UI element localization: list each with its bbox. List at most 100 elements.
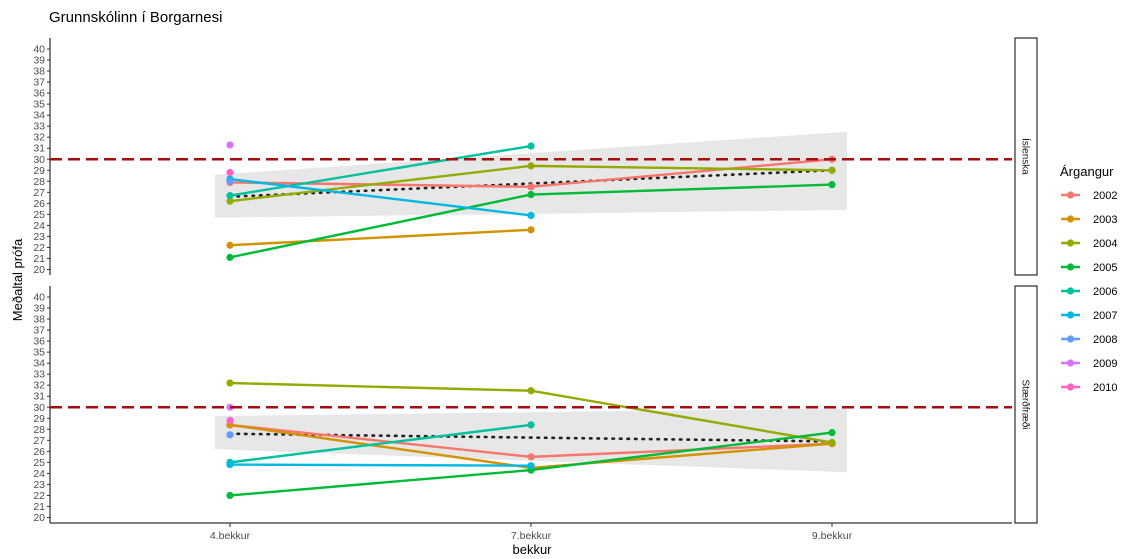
panel-2-y-tick-label: 31: [33, 391, 45, 403]
panel-1-point-2005: [226, 253, 234, 261]
x-tick-label: 7.bekkur: [511, 530, 552, 542]
panel-1-y-tick-label: 26: [33, 198, 45, 210]
panel-1-y-tick-label: 27: [33, 187, 45, 199]
legend-label: 2010: [1093, 382, 1117, 394]
panel-1-series-line-2003: [229, 228, 532, 247]
legend-label: 2004: [1093, 238, 1117, 250]
panel-1-y-tick-label: 37: [33, 77, 45, 89]
legend-key-point: [1066, 359, 1075, 367]
legend-label: 2003: [1093, 214, 1117, 226]
panel-2-series-line-2007: [229, 463, 532, 467]
legend-key-point: [1066, 287, 1075, 295]
panel-1-y-tick-label: 30: [33, 154, 45, 166]
panel-1-point-2006: [527, 142, 535, 150]
panel-1-y-tick-label: 23: [33, 231, 45, 243]
panel-1-strip: [1014, 37, 1038, 276]
panel-1-y-tick-label: 33: [33, 121, 45, 133]
panel-2-y-tick-label: 33: [33, 369, 45, 381]
panel-2-point-2002: [527, 453, 535, 461]
panel-1-point-2009: [226, 141, 234, 149]
legend-item-2007: 2007: [1061, 310, 1117, 322]
legend-item-2006: 2006: [1061, 286, 1117, 298]
panel-2-strip-label: Stærðfræði: [1020, 379, 1032, 429]
y-axis-title: Meðaltal prófa: [10, 238, 25, 321]
panel-2-point-2005: [828, 429, 836, 437]
panel-1-point-2010: [226, 168, 234, 177]
legend-key-point: [1066, 263, 1075, 271]
panel-1-y-tick-label: 29: [33, 165, 45, 177]
panel-2-trend-line: [228, 432, 834, 443]
panel-2-strip: [1014, 285, 1038, 524]
panel-2-series-line-2006: [229, 423, 532, 464]
panel-2-point-2004: [527, 387, 535, 395]
panel-1-point-2004: [527, 162, 535, 170]
panel-1-y-tick-label: 39: [33, 55, 45, 67]
panel-1-y-tick-label: 38: [33, 66, 45, 78]
panel-1-y-tick-label: 31: [33, 143, 45, 155]
panel-2-y-tick-label: 32: [33, 380, 45, 392]
panel-2-y-tick-label: 27: [33, 435, 45, 447]
panel-2-point-2007: [226, 460, 234, 469]
panel-1-y-tick-label: 40: [33, 44, 45, 56]
panel-2-y-tick-label: 21: [33, 501, 45, 513]
legend-key-point: [1066, 335, 1075, 343]
panel-2-y-tick-label: 36: [33, 336, 45, 348]
panel-1-point-2003: [527, 226, 535, 234]
panel-1: 2021222324252627282930313233343536373839…: [33, 37, 1038, 276]
panel-1-point-2002: [527, 183, 535, 191]
panel-1-y-tick-label: 35: [33, 99, 45, 111]
panels-layer: 2021222324252627282930313233343536373839…: [33, 37, 1038, 542]
panel-1-y-tick-label: 24: [33, 220, 45, 232]
panel-2-point-2005: [226, 491, 234, 500]
panel-2-point-2007: [527, 462, 535, 470]
legend-label: 2007: [1093, 310, 1117, 322]
panel-1-y-tick-label: 22: [33, 242, 45, 254]
legend-item-2010: 2010: [1061, 382, 1117, 394]
panel-1-point-2007: [527, 211, 535, 220]
legend-label: 2009: [1093, 358, 1117, 370]
legend-key-point: [1066, 215, 1075, 223]
panel-1-point-2006: [226, 192, 234, 200]
panel-1-point-2004: [828, 166, 836, 174]
panel-1-strip-label: Íslenska: [1020, 138, 1033, 175]
panel-2-y-tick-label: 23: [33, 479, 45, 491]
legend-label: 2005: [1093, 262, 1117, 274]
legend-title: Árgangur: [1060, 164, 1114, 179]
legend-item-2008: 2008: [1061, 334, 1117, 346]
panel-2-y-tick-label: 20: [33, 512, 45, 524]
panel-1-y-tick-label: 34: [33, 110, 45, 122]
panel-2-y-tick-label: 37: [33, 325, 45, 337]
panel-1-point-2003: [226, 241, 234, 249]
panel-2-point-2010: [226, 416, 234, 425]
panel-2-y-tick-label: 28: [33, 424, 45, 436]
legend-label: 2006: [1093, 286, 1117, 298]
x-tick-label: 4.bekkur: [210, 530, 251, 542]
panel-1-y-tick-label: 32: [33, 132, 45, 144]
panel-1-point-2004: [226, 197, 234, 205]
panel-2-point-2006: [527, 421, 535, 429]
panel-2-y-tick-label: 34: [33, 358, 45, 370]
panel-2-y-tick-label: 35: [33, 347, 45, 359]
panel-1-series-line-2006: [229, 144, 532, 197]
panel-1-y-tick-label: 21: [33, 253, 45, 265]
legend-item-2004: 2004: [1061, 238, 1117, 250]
panel-2-y-tick-label: 26: [33, 446, 45, 458]
panel-1-y-tick-label: 25: [33, 209, 45, 221]
panel-1-y-tick-label: 36: [33, 88, 45, 100]
legend: Árgangur 2002 2003 2004 2005 2006 2007 2008 2009…: [1060, 164, 1117, 394]
legend-label: 2008: [1093, 334, 1117, 346]
legend-key-point: [1066, 383, 1075, 391]
legend-label: 2002: [1093, 190, 1117, 202]
legend-item-2002: 2002: [1061, 190, 1117, 202]
panel-2-y-tick-label: 24: [33, 468, 45, 480]
panel-2-y-tick-label: 38: [33, 314, 45, 326]
panel-2-point-2004: [226, 379, 234, 387]
legend-item-2009: 2009: [1061, 358, 1117, 370]
legend-key-point: [1066, 311, 1075, 319]
panel-2-y-tick-label: 25: [33, 457, 45, 469]
panel-2-y-tick-label: 29: [33, 413, 45, 425]
chart-title: Grunnskólinn í Borgarnesi: [49, 9, 222, 26]
legend-key-point: [1066, 191, 1075, 199]
panel-2-y-tick-label: 40: [33, 292, 45, 304]
legend-key-point: [1066, 239, 1075, 247]
